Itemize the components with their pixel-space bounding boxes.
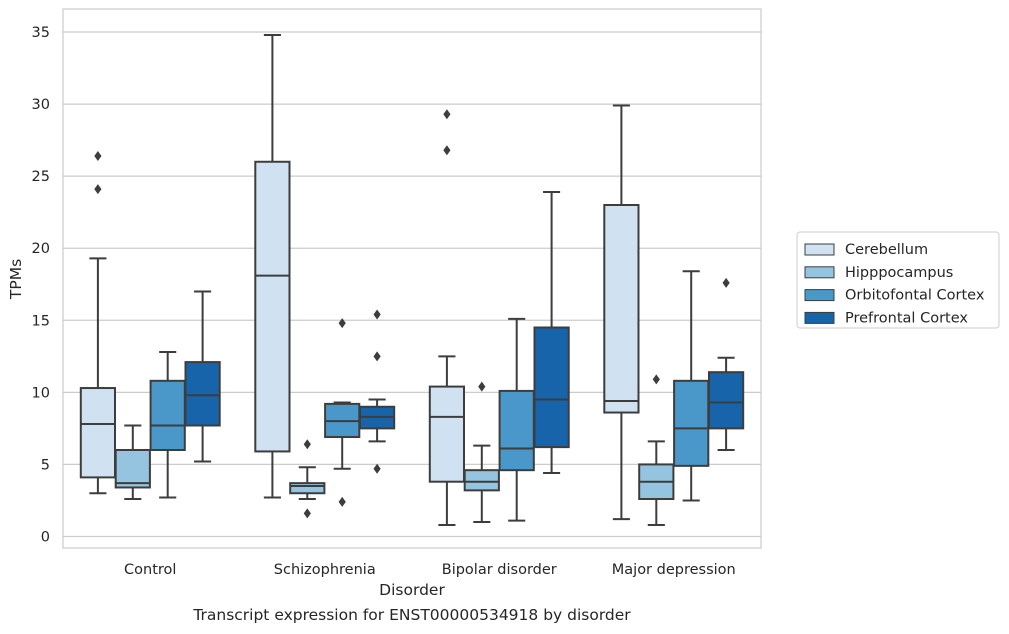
series-hipppocampus (114, 374, 675, 526)
y-tick-label: 10 (32, 385, 50, 401)
outlier-point (373, 351, 381, 362)
box-body (289, 482, 326, 495)
box (533, 191, 570, 475)
box (114, 424, 151, 500)
legend-label: Prefrontal Cortex (845, 310, 968, 326)
box-body (707, 371, 745, 430)
box (358, 309, 396, 474)
outlier-point (303, 508, 311, 519)
outlier-point (443, 145, 451, 156)
y-tick-label: 35 (32, 25, 50, 41)
box-groups (79, 33, 745, 526)
y-tick-label: 5 (41, 457, 50, 473)
outlier-point (478, 381, 486, 392)
series-cerebellum (79, 33, 640, 526)
y-axis-label: TPMs (7, 259, 25, 300)
x-tick-label: Major depression (612, 562, 736, 578)
outlier-point (303, 439, 311, 450)
box (289, 439, 326, 519)
legend-swatch (804, 311, 835, 324)
y-tick-label: 20 (32, 241, 50, 257)
outlier-point (338, 496, 346, 507)
legend-swatch (804, 243, 835, 256)
box (149, 351, 186, 499)
box-body (603, 204, 640, 414)
y-tick-label: 30 (32, 97, 50, 113)
series-orbitofontal-cortex (149, 270, 710, 522)
box-body (149, 379, 186, 451)
outlier-point (94, 184, 102, 195)
plot-frame (62, 8, 762, 549)
box-body (114, 449, 151, 489)
box-body (498, 389, 535, 472)
x-tick-label: Control (124, 562, 176, 578)
legend-label: Hipppocampus (845, 265, 953, 281)
box (638, 374, 675, 526)
box-body (463, 469, 500, 492)
figure-caption: Transcript expression for ENST0000053491… (193, 606, 631, 624)
box (428, 109, 466, 526)
outlier-point (373, 463, 381, 474)
y-tick-label: 0 (41, 529, 50, 545)
x-tick-label: Schizophrenia (274, 562, 376, 578)
x-axis-ticks: Control Schizophrenia Bipolar disorder Majo… (124, 562, 736, 578)
y-axis-ticks: 0 5 10 15 20 25 30 35 (32, 25, 50, 545)
box-body (79, 387, 117, 479)
box (707, 277, 745, 451)
box (463, 381, 500, 524)
plot-area (63, 9, 761, 548)
box (324, 318, 361, 507)
legend-swatch (804, 266, 835, 279)
legend: Cerebellum Hipppocampus Orbitofontal Corte… (796, 231, 1000, 329)
box (603, 104, 640, 521)
outlier-point (722, 277, 730, 288)
box (254, 33, 291, 499)
box-body (428, 385, 466, 483)
x-tick-label: Bipolar disorder (442, 562, 557, 578)
outlier-point (652, 374, 660, 385)
box-body (533, 326, 570, 449)
outlier-point (94, 151, 102, 161)
box (498, 317, 535, 522)
box (184, 290, 221, 463)
box-body (184, 361, 221, 427)
legend-label: Orbitofontal Cortex (845, 288, 985, 304)
box-body (673, 379, 710, 467)
box (673, 270, 710, 502)
legend-frame (796, 231, 1000, 329)
legend-swatch (804, 289, 835, 302)
outlier-point (443, 109, 451, 120)
y-tick-label: 25 (32, 169, 50, 185)
box (79, 151, 117, 495)
outlier-point (338, 318, 346, 329)
x-axis-label: Disorder (379, 581, 445, 599)
box-body (254, 160, 291, 453)
series-prefrontal-cortex (184, 191, 745, 475)
y-tick-label: 15 (32, 313, 50, 329)
outlier-point (373, 309, 381, 320)
legend-label: Cerebellum (845, 242, 928, 258)
